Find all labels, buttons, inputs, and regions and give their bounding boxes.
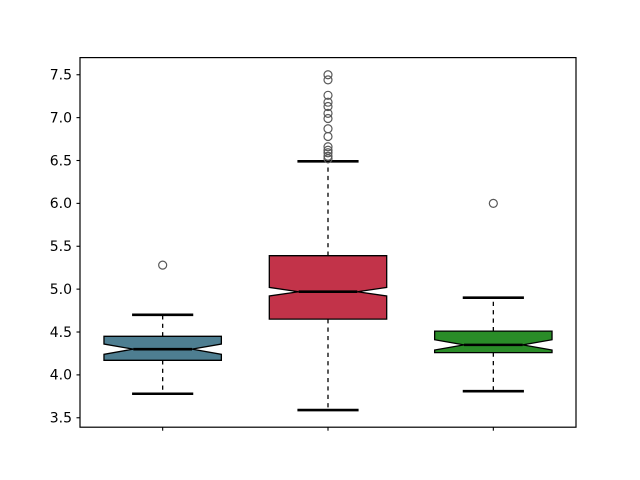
box-2-outlier-point [323,151,333,161]
y-tick-label: 5.5 [50,239,72,255]
box-2-outlier-point [323,113,333,124]
axes-frame [79,56,577,428]
box-3-box [433,330,553,354]
box-3-outlier-point [488,198,498,208]
y-tick-label: 6.5 [50,153,72,169]
box-2-outlier-point [323,142,333,152]
box-2-outlier-point [323,101,333,112]
y-tick-label: 7.5 [50,68,72,84]
y-tick-label: 5.0 [50,282,72,298]
y-tick-label: 7.0 [50,110,72,126]
box-2-box [268,255,388,320]
box-2-outlier-point [323,124,333,134]
box-2-outlier-point [323,97,333,107]
y-tick-label: 4.0 [50,368,72,384]
box-1-outlier-point [158,260,168,270]
box-2-outlier-point [323,108,333,118]
y-tick-label: 6.0 [50,196,72,212]
box-2-outlier-point [323,148,333,158]
plot-area [80,57,576,428]
box-2-outlier-point [323,70,333,80]
y-tick-label: 4.5 [50,325,72,341]
box-2-outlier-point [323,90,333,100]
box-2-outlier-point [323,75,333,85]
y-tick-label: 3.5 [50,411,72,427]
box-2-outlier-point [323,145,333,155]
